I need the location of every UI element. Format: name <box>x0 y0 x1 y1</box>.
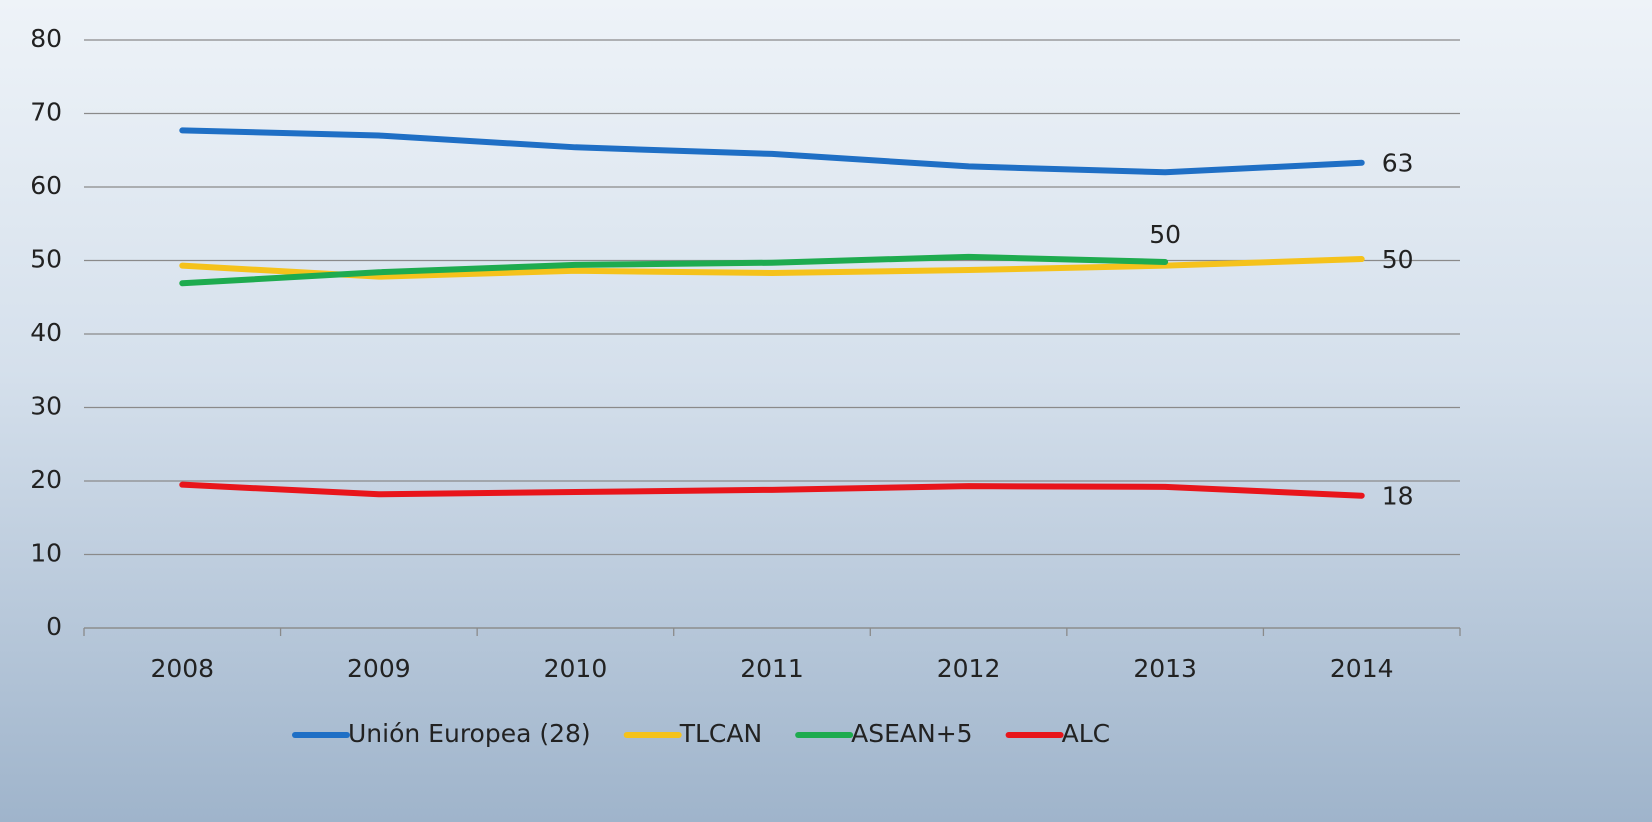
y-tick-label: 80 <box>30 24 62 53</box>
y-tick-label: 60 <box>30 171 62 200</box>
x-tick-label: 2009 <box>347 654 411 683</box>
series-line <box>179 127 1365 176</box>
x-tick-label: 2010 <box>544 654 608 683</box>
series-line <box>179 253 1169 287</box>
y-tick-label: 70 <box>30 98 62 127</box>
y-tick-label: 10 <box>30 539 62 568</box>
series-line <box>179 481 1365 499</box>
legend-label: ASEAN+5 <box>851 719 972 748</box>
data-label: 50 <box>1149 220 1181 249</box>
y-tick-label: 30 <box>30 392 62 421</box>
legend-label: TLCAN <box>679 719 762 748</box>
legend-label: Unión Europea (28) <box>348 719 591 748</box>
y-tick-label: 20 <box>30 465 62 494</box>
x-tick-label: 2012 <box>937 654 1001 683</box>
y-tick-label: 40 <box>30 318 62 347</box>
y-tick-label: 0 <box>46 612 62 641</box>
legend-label: ALC <box>1062 719 1111 748</box>
y-tick-label: 50 <box>30 245 62 274</box>
x-tick-label: 2011 <box>740 654 804 683</box>
data-label: 63 <box>1382 149 1414 178</box>
x-tick-label: 2014 <box>1330 654 1394 683</box>
data-label: 18 <box>1382 482 1414 511</box>
data-label: 50 <box>1382 245 1414 274</box>
x-tick-label: 2013 <box>1133 654 1197 683</box>
series-line <box>179 256 1365 280</box>
x-tick-label: 2008 <box>150 654 214 683</box>
